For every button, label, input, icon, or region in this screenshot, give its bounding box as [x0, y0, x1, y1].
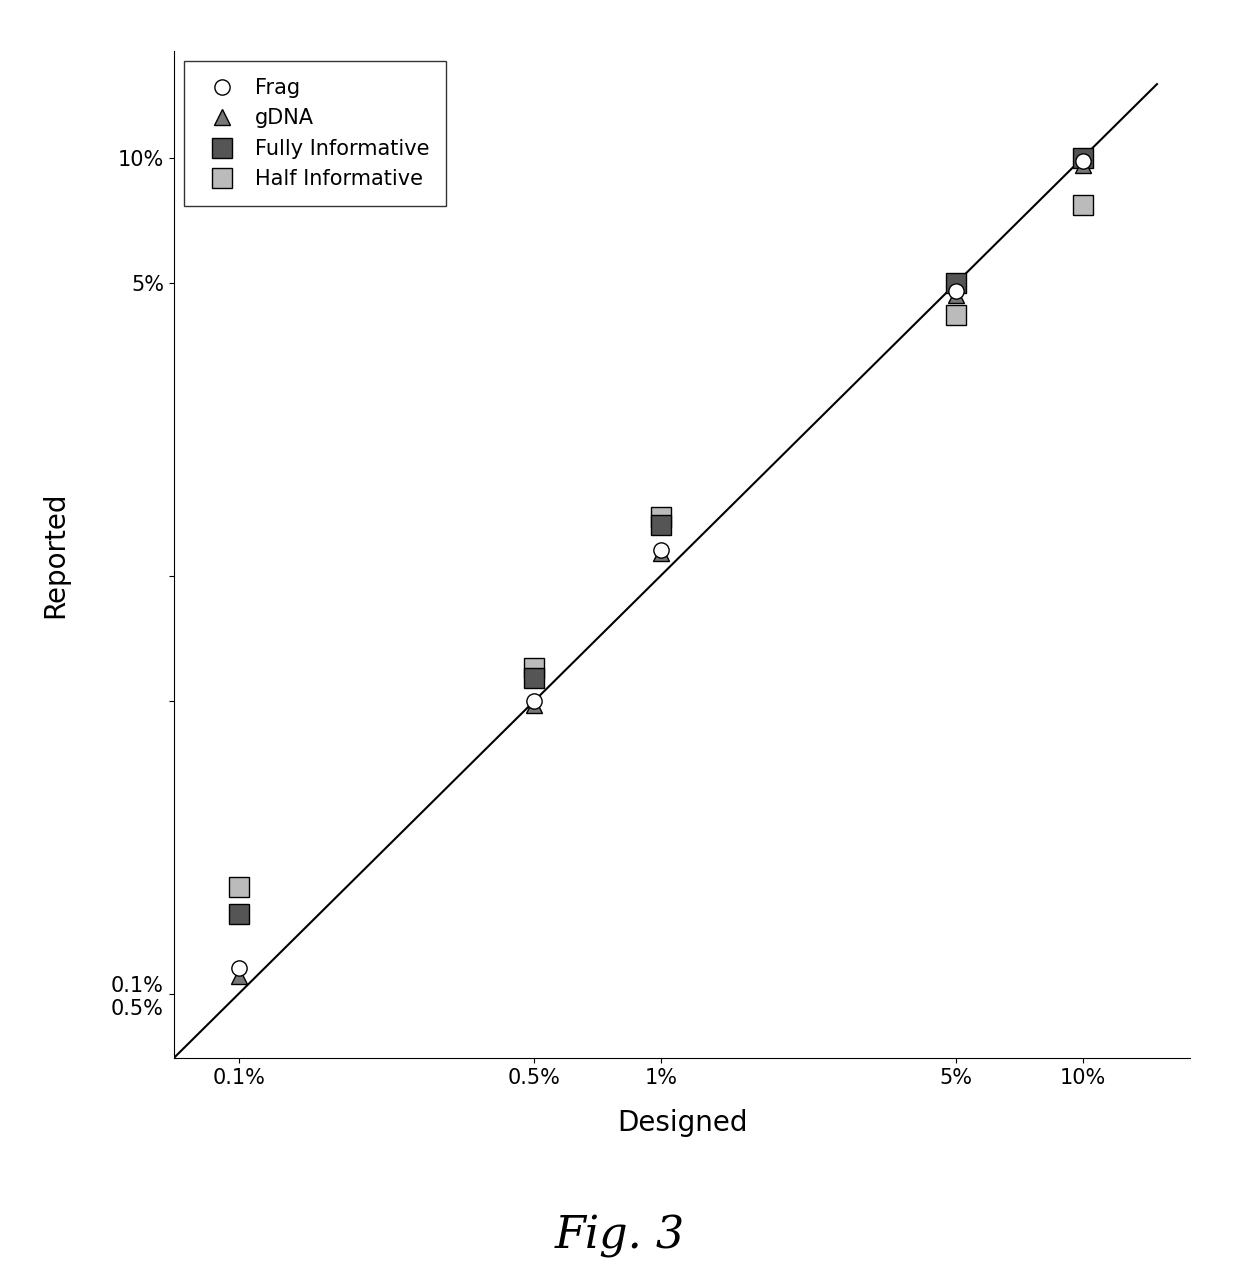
Half Informative	[653, 510, 668, 525]
Fully Informative	[232, 907, 247, 922]
gDNA	[232, 969, 247, 984]
Frag	[1075, 154, 1090, 170]
Frag	[527, 694, 542, 709]
gDNA	[1075, 157, 1090, 172]
Frag	[653, 543, 668, 558]
Frag	[949, 283, 963, 298]
gDNA	[653, 546, 668, 561]
Line: gDNA: gDNA	[232, 157, 1090, 984]
Fully Informative	[1075, 150, 1090, 166]
Half Informative	[232, 880, 247, 895]
Frag	[232, 960, 247, 975]
Line: Half Informative: Half Informative	[229, 195, 1092, 896]
Text: Fig. 3: Fig. 3	[554, 1215, 686, 1258]
Half Informative	[949, 307, 963, 323]
gDNA	[527, 697, 542, 713]
Fully Informative	[653, 518, 668, 533]
Fully Informative	[527, 669, 542, 685]
Fully Informative	[949, 275, 963, 291]
Legend: Frag, gDNA, Fully Informative, Half Informative: Frag, gDNA, Fully Informative, Half Info…	[184, 61, 446, 207]
Line: Frag: Frag	[232, 154, 1090, 975]
Line: Fully Informative: Fully Informative	[229, 148, 1092, 923]
X-axis label: Designed: Designed	[616, 1109, 748, 1137]
gDNA	[949, 287, 963, 302]
Half Informative	[1075, 198, 1090, 213]
Y-axis label: Reported: Reported	[41, 491, 69, 618]
Half Informative	[527, 660, 542, 676]
